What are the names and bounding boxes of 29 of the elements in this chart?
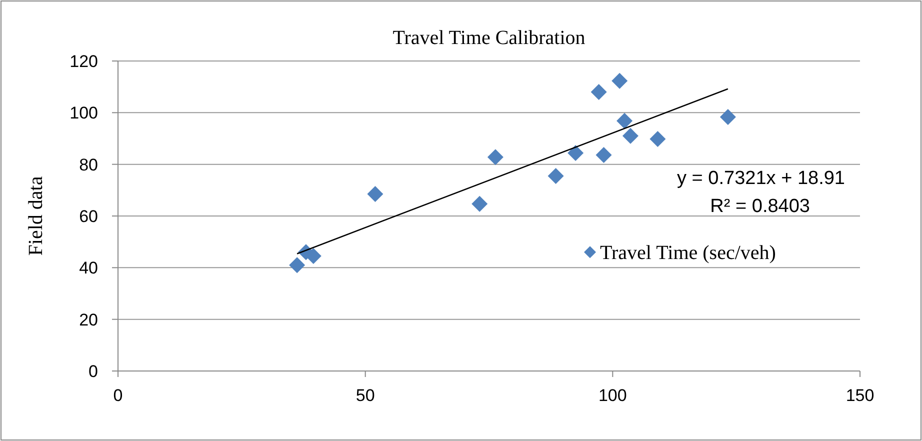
y-tick-label: 20 — [79, 310, 98, 330]
point — [590, 84, 607, 100]
annotation: y = 0.7321x + 18.91 — [677, 168, 845, 189]
point — [612, 72, 628, 89]
point — [568, 144, 584, 161]
y-tick-label: 80 — [79, 155, 98, 174]
x-tick-label: 100 — [598, 386, 627, 405]
point — [650, 131, 666, 148]
point — [720, 109, 736, 126]
y-tick-label: 60 — [79, 206, 98, 226]
x-tick-label: 0 — [113, 386, 123, 405]
point — [289, 257, 306, 274]
x-tick-label: 150 — [846, 386, 874, 405]
y-tick-label: 120 — [70, 52, 98, 71]
point — [596, 147, 612, 164]
point — [472, 196, 488, 212]
chart-title: Travel Time Calibration — [392, 27, 586, 49]
point — [622, 128, 638, 144]
y-tick-label: 40 — [79, 258, 98, 278]
y-axis-title: Field data — [25, 176, 47, 256]
point — [548, 168, 564, 184]
legend-label: Travel Time (sec/veh) — [600, 242, 776, 264]
y-tick-label: 0 — [88, 362, 98, 381]
annotation: R² = 0.8403 — [710, 196, 810, 217]
y-tick-label: 100 — [70, 104, 98, 123]
point — [616, 112, 633, 129]
x-tick-label: 50 — [356, 386, 375, 405]
point — [487, 149, 504, 166]
point — [367, 186, 384, 202]
